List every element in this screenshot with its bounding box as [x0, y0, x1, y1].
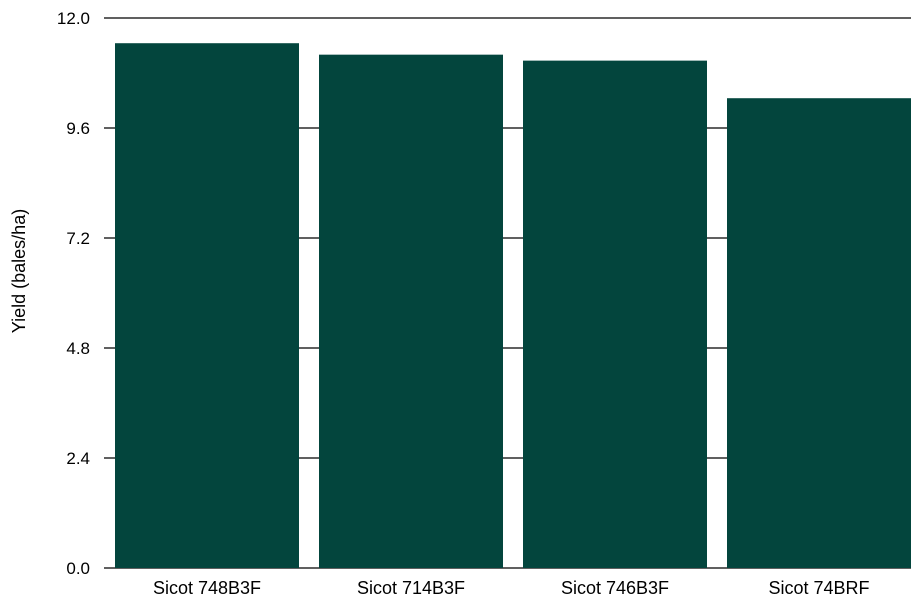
y-tick-label: 7.2: [66, 229, 90, 248]
y-tick-labels: 0.0 2.4 4.8 7.2 9.6 12.0: [57, 9, 90, 578]
x-category-label: Sicot 714B3F: [357, 578, 465, 598]
bar-2: [319, 54, 503, 568]
x-category-labels: Sicot 748B3F Sicot 714B3F Sicot 746B3F Sico…: [153, 578, 870, 598]
y-tick-label: 12.0: [57, 9, 90, 28]
x-category-label: Sicot 746B3F: [561, 578, 669, 598]
y-tick-label: 4.8: [66, 339, 90, 358]
y-axis-label: Yield (bales/ha): [9, 209, 29, 333]
bar-1: [115, 43, 299, 569]
x-category-label: Sicot 748B3F: [153, 578, 261, 598]
y-tick-label: 2.4: [66, 449, 90, 468]
bar-4: [727, 98, 911, 568]
x-category-label: Sicot 74BRF: [768, 578, 869, 598]
y-tick-label: 9.6: [66, 119, 90, 138]
y-tick-label: 0.0: [66, 559, 90, 578]
bar-3: [523, 60, 707, 568]
bars: [115, 43, 911, 569]
